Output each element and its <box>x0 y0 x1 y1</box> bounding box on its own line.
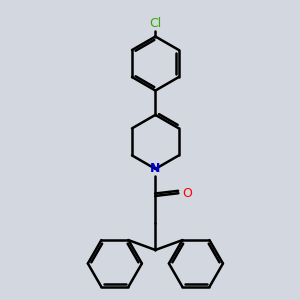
Text: N: N <box>150 162 161 176</box>
Text: Cl: Cl <box>149 17 161 30</box>
Text: O: O <box>182 187 192 200</box>
